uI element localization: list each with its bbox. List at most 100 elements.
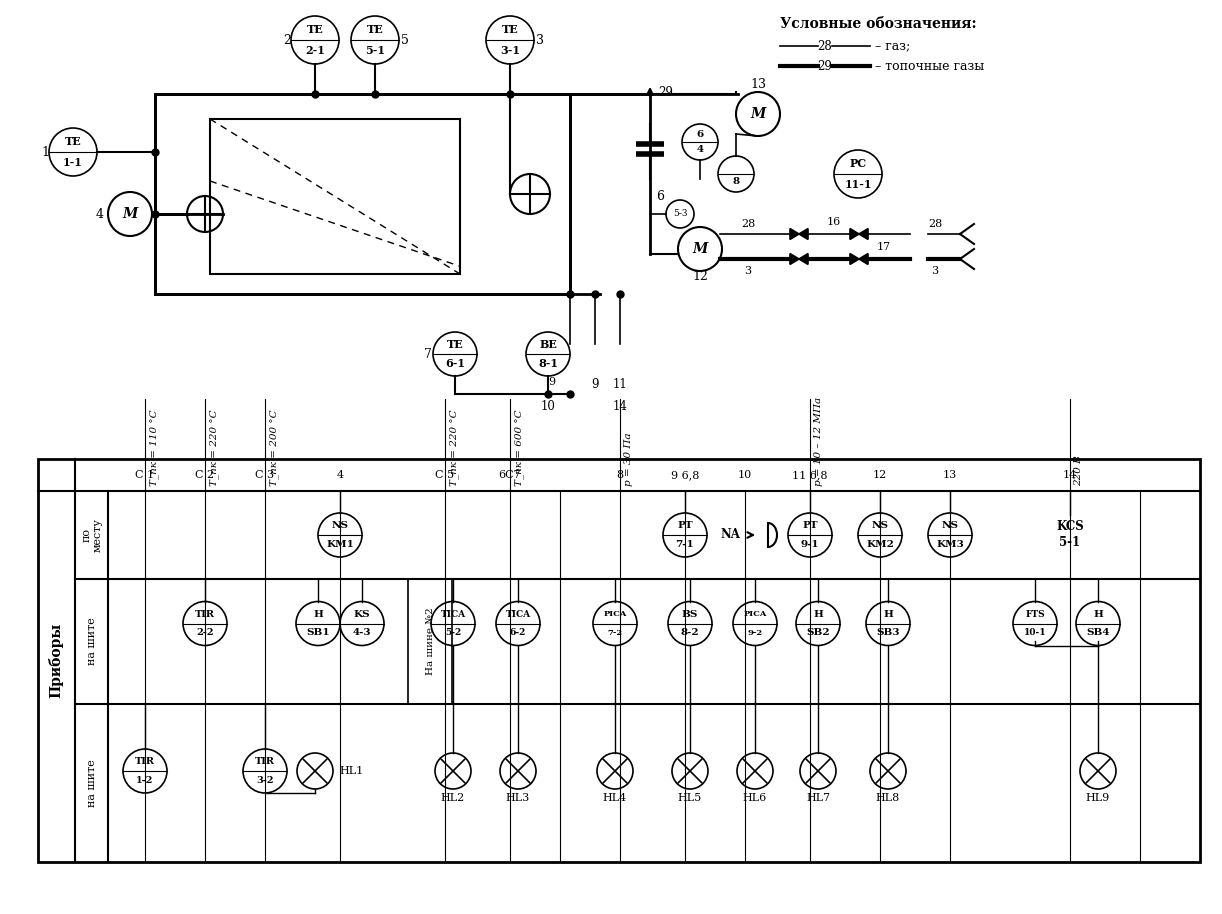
Text: TE: TE: [367, 25, 384, 36]
Text: 7: 7: [424, 347, 431, 360]
Text: 3-2: 3-2: [257, 776, 274, 785]
Text: M: M: [122, 207, 138, 221]
Text: 9 6,8: 9 6,8: [671, 470, 699, 480]
Text: HL5: HL5: [678, 793, 703, 803]
Text: T_пк = 220 °С: T_пк = 220 °С: [209, 409, 219, 486]
Text: TICA: TICA: [440, 610, 466, 619]
Polygon shape: [859, 253, 868, 264]
Text: р = 30 Па: р = 30 Па: [624, 432, 633, 486]
Text: KCS: KCS: [1056, 520, 1084, 534]
Text: H: H: [813, 610, 822, 619]
Text: Приборы: Приборы: [49, 622, 64, 698]
Text: HL4: HL4: [602, 793, 627, 803]
Text: С 3: С 3: [255, 470, 275, 480]
Text: 17: 17: [877, 242, 891, 252]
Text: 4: 4: [697, 145, 704, 154]
Text: 29: 29: [657, 86, 673, 99]
Text: по
месту: по месту: [81, 518, 103, 552]
Text: на шите: на шите: [87, 760, 97, 807]
Text: 13: 13: [943, 470, 957, 480]
Text: 11 6,8: 11 6,8: [792, 470, 827, 480]
Text: TE: TE: [307, 25, 324, 36]
Text: 5-3: 5-3: [673, 209, 687, 218]
Text: 10: 10: [540, 399, 556, 412]
Polygon shape: [799, 253, 808, 264]
Text: 3: 3: [931, 266, 938, 276]
Text: SB1: SB1: [307, 628, 330, 637]
Text: 1-1: 1-1: [64, 156, 83, 167]
Text: 9-1: 9-1: [800, 540, 819, 548]
Text: С 1: С 1: [136, 470, 154, 480]
Polygon shape: [799, 228, 808, 239]
Text: HL3: HL3: [506, 793, 530, 803]
Text: TIR: TIR: [196, 610, 215, 619]
Text: TE: TE: [446, 339, 463, 350]
Text: 9-2: 9-2: [748, 629, 763, 637]
Text: 6: 6: [697, 130, 704, 139]
Text: 5-1: 5-1: [1059, 537, 1080, 549]
Text: 3: 3: [536, 34, 544, 47]
Text: PT: PT: [677, 521, 693, 530]
Text: 2-2: 2-2: [197, 628, 214, 637]
Text: 29: 29: [818, 59, 832, 72]
Text: HL1: HL1: [338, 766, 363, 776]
Text: Условные обозначения:: Условные обозначения:: [780, 17, 976, 31]
Polygon shape: [859, 228, 868, 239]
Text: BS: BS: [682, 610, 698, 619]
Text: 9: 9: [547, 377, 555, 387]
Text: На шине №2: На шине №2: [425, 608, 435, 675]
Text: TICA: TICA: [506, 610, 530, 619]
Text: 7-2: 7-2: [607, 629, 622, 637]
Text: 1: 1: [42, 145, 49, 158]
Text: H: H: [313, 610, 323, 619]
Text: KM2: KM2: [866, 540, 895, 548]
Text: HL9: HL9: [1086, 793, 1110, 803]
Text: H: H: [884, 610, 893, 619]
Text: 28: 28: [818, 39, 832, 52]
Text: 4: 4: [336, 470, 343, 480]
Text: T_пк = 200 °С: T_пк = 200 °С: [269, 409, 279, 486]
Text: 5-2: 5-2: [445, 628, 461, 637]
Text: SB3: SB3: [876, 628, 899, 637]
Text: 6-2: 6-2: [510, 628, 527, 637]
Text: 3-1: 3-1: [500, 45, 521, 56]
Text: С 2: С 2: [196, 470, 215, 480]
Text: 28: 28: [741, 219, 755, 229]
Bar: [155, 94, 569, 294]
Text: 14: 14: [1063, 470, 1077, 480]
Text: M: M: [693, 242, 708, 256]
Text: T_пк = 220 °С: T_пк = 220 °С: [448, 409, 458, 486]
Text: – топочные газы: – топочные газы: [875, 59, 984, 72]
Text: 14: 14: [612, 399, 627, 412]
Text: 6С7: 6С7: [499, 470, 522, 480]
Text: – газ;: – газ;: [875, 39, 910, 52]
Text: 4-3: 4-3: [353, 628, 371, 637]
Text: PC: PC: [849, 158, 866, 169]
Text: 11-1: 11-1: [844, 178, 871, 189]
Text: 13: 13: [750, 78, 766, 90]
Text: 10-1: 10-1: [1024, 628, 1046, 637]
Text: 6: 6: [656, 189, 664, 203]
Text: 6-1: 6-1: [445, 357, 466, 368]
Text: 8: 8: [732, 177, 739, 186]
Text: FTS: FTS: [1025, 610, 1045, 619]
Text: TE: TE: [65, 136, 82, 147]
Text: KM1: KM1: [326, 540, 354, 548]
Text: 16: 16: [827, 217, 841, 227]
Text: H: H: [1092, 610, 1103, 619]
Text: 8-1: 8-1: [538, 357, 558, 368]
Text: HL6: HL6: [743, 793, 767, 803]
Text: T_пк = 600 °С: T_пк = 600 °С: [514, 409, 524, 486]
Text: NS: NS: [871, 521, 888, 530]
Bar: [38, 459, 1200, 862]
Text: 12: 12: [873, 470, 887, 480]
Polygon shape: [851, 253, 859, 264]
Text: 3: 3: [744, 266, 752, 276]
Text: р = 10 – 12 МПа: р = 10 – 12 МПа: [814, 397, 822, 486]
Text: 2: 2: [284, 34, 291, 47]
Text: HL7: HL7: [807, 793, 830, 803]
Text: 8-2: 8-2: [681, 628, 699, 637]
Text: BE: BE: [539, 339, 557, 350]
Text: TIR: TIR: [134, 758, 155, 766]
Text: KM3: KM3: [936, 540, 964, 548]
